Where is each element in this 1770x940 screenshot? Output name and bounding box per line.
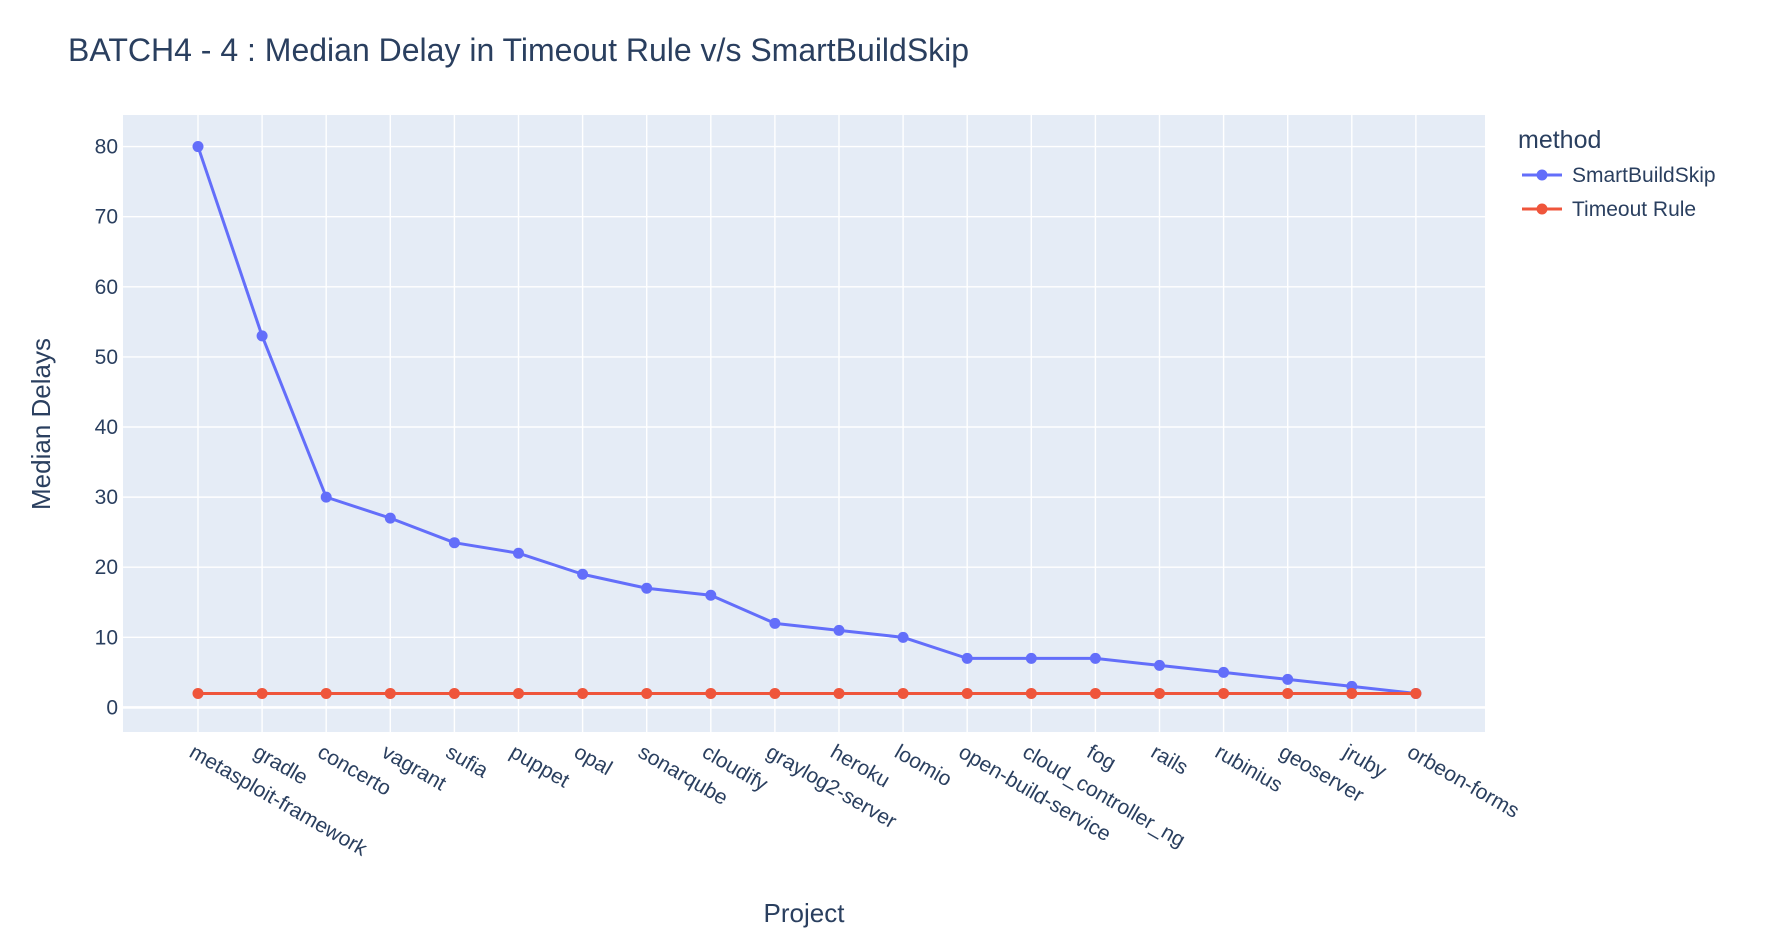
- data-point[interactable]: [961, 652, 973, 664]
- legend-item[interactable]: Timeout Rule: [1522, 198, 1696, 221]
- series-line: [196, 146, 1417, 695]
- data-point[interactable]: [897, 631, 909, 643]
- data-point[interactable]: [961, 687, 973, 699]
- y-axis-ticks: 0 10 20 30 40 50 60 70 80: [95, 136, 118, 720]
- legend-label: SmartBuildSkip: [1572, 164, 1716, 187]
- data-point[interactable]: [897, 687, 909, 699]
- data-point[interactable]: [641, 687, 653, 699]
- data-point[interactable]: [641, 582, 653, 594]
- y-tick-label: 70: [95, 206, 118, 229]
- data-point[interactable]: [320, 687, 332, 699]
- data-point[interactable]: [256, 330, 268, 342]
- data-point[interactable]: [705, 687, 717, 699]
- x-axis-title: Project: [764, 898, 846, 928]
- legend-swatch-marker: [1536, 169, 1548, 181]
- data-point[interactable]: [1154, 687, 1165, 699]
- x-tick-label: puppet: [506, 740, 573, 792]
- data-point[interactable]: [577, 568, 589, 580]
- data-point[interactable]: [1025, 687, 1037, 699]
- data-point[interactable]: [705, 589, 717, 601]
- x-tick-label: orbeon-forms: [1403, 740, 1523, 822]
- data-point[interactable]: [384, 687, 396, 699]
- data-point[interactable]: [769, 617, 781, 629]
- legend-title: method: [1518, 126, 1601, 154]
- series-timeout-rule: [192, 687, 1422, 699]
- plot-area: [123, 115, 1485, 732]
- series-smartbuildskip: [192, 141, 1422, 699]
- data-point[interactable]: [448, 687, 460, 699]
- data-point[interactable]: [1218, 687, 1230, 699]
- data-point[interactable]: [1089, 687, 1101, 699]
- data-point[interactable]: [192, 687, 204, 699]
- data-point[interactable]: [1282, 687, 1294, 699]
- data-point[interactable]: [513, 547, 524, 559]
- x-tick-label: concerto: [314, 740, 395, 800]
- legend: method SmartBuildSkip Timeout Rule: [1518, 126, 1716, 221]
- data-point[interactable]: [1410, 687, 1422, 699]
- y-tick-label: 20: [95, 556, 118, 579]
- y-tick-label: 80: [95, 136, 118, 159]
- data-point[interactable]: [833, 624, 845, 636]
- data-point[interactable]: [833, 687, 845, 699]
- x-tick-label: loomio: [891, 740, 956, 791]
- series-layer: [192, 141, 1422, 699]
- data-point[interactable]: [384, 512, 396, 524]
- legend-item[interactable]: SmartBuildSkip: [1522, 164, 1716, 187]
- data-point[interactable]: [1218, 666, 1230, 678]
- legend-swatch-marker: [1536, 203, 1548, 215]
- y-tick-label: 40: [95, 416, 118, 439]
- data-point[interactable]: [1025, 652, 1037, 664]
- y-tick-label: 10: [95, 626, 118, 649]
- legend-items: SmartBuildSkip Timeout Rule: [1522, 164, 1716, 221]
- data-point[interactable]: [448, 537, 460, 549]
- y-tick-label: 50: [95, 346, 118, 369]
- x-tick-label: rails: [1147, 740, 1192, 779]
- chart-title: BATCH4 - 4 : Median Delay in Timeout Rul…: [68, 32, 969, 68]
- data-point[interactable]: [192, 141, 204, 153]
- x-tick-label: rubinius: [1211, 740, 1286, 797]
- grid-lines: [123, 115, 1485, 732]
- y-tick-label: 60: [95, 276, 118, 299]
- data-point[interactable]: [1154, 659, 1165, 671]
- data-point[interactable]: [769, 687, 781, 699]
- data-point[interactable]: [1282, 673, 1294, 685]
- data-point[interactable]: [1346, 687, 1358, 699]
- data-point[interactable]: [577, 687, 589, 699]
- data-point[interactable]: [256, 687, 268, 699]
- data-point[interactable]: [1089, 652, 1101, 664]
- y-axis-title: Median Delays: [26, 338, 56, 510]
- x-tick-label: opal: [570, 740, 616, 780]
- data-point[interactable]: [513, 687, 524, 699]
- legend-label: Timeout Rule: [1572, 198, 1696, 221]
- data-point[interactable]: [320, 491, 332, 503]
- x-tick-label: fog: [1083, 740, 1120, 775]
- y-tick-label: 30: [95, 486, 118, 509]
- y-tick-label: 0: [106, 696, 118, 719]
